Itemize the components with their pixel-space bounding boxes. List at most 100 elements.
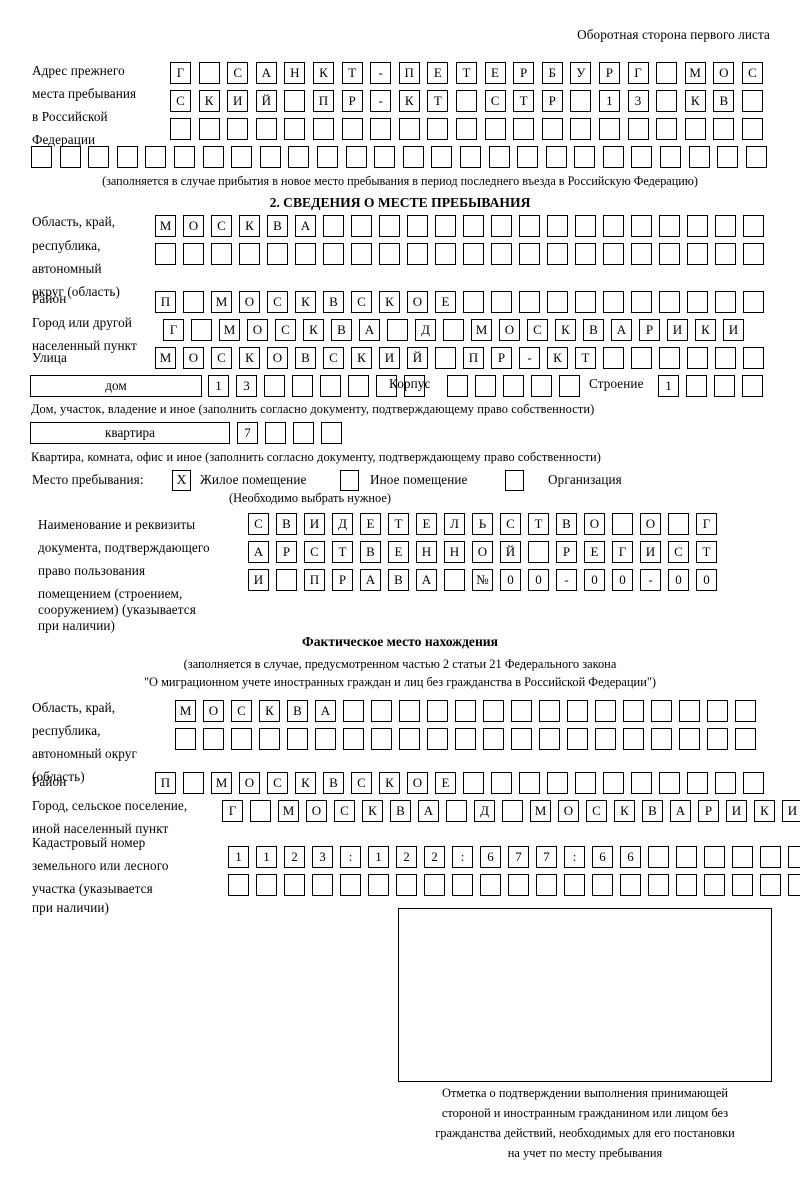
actual-region-cell[interactable] (735, 728, 756, 750)
prev-address-cell[interactable]: К (684, 90, 706, 112)
prev-address-cell[interactable] (541, 118, 563, 140)
region-cell[interactable] (575, 215, 596, 237)
city-cell[interactable]: В (583, 319, 604, 341)
city-cell[interactable]: К (303, 319, 324, 341)
prev-address-cell[interactable]: Т (427, 90, 449, 112)
prev-address-cell[interactable] (660, 146, 682, 168)
actual-region-cell[interactable] (595, 728, 616, 750)
region-cell[interactable] (407, 215, 428, 237)
actual-district-cell[interactable] (603, 772, 624, 794)
actual-region-cell[interactable]: К (259, 700, 280, 722)
prev-address-cell[interactable] (517, 146, 539, 168)
prev-address-cell[interactable] (231, 146, 253, 168)
district-cell[interactable]: П (155, 291, 176, 313)
city-cell[interactable]: О (499, 319, 520, 341)
section2-region-row-2[interactable] (155, 243, 771, 265)
korpus-cell[interactable] (503, 375, 524, 397)
prev-address-cell[interactable] (202, 146, 224, 168)
actual-district-cell[interactable]: С (351, 772, 372, 794)
cadastral-cell[interactable] (452, 874, 473, 896)
cadastral-cell[interactable] (228, 874, 249, 896)
cadastral-cell[interactable]: : (340, 846, 361, 868)
prev-address-cell[interactable] (284, 90, 306, 112)
prev-address-cell[interactable] (431, 146, 453, 168)
prev-address-cell[interactable]: И (227, 90, 249, 112)
region-cell[interactable] (491, 215, 512, 237)
district-cell[interactable]: К (379, 291, 400, 313)
prev-address-cell[interactable] (370, 118, 392, 140)
region-cell[interactable] (743, 215, 764, 237)
prev-address-row-3[interactable] (170, 118, 763, 140)
prev-address-cell[interactable] (312, 118, 334, 140)
district-cell[interactable] (715, 291, 736, 313)
house-cell[interactable] (292, 375, 313, 397)
actual-district-cell[interactable] (575, 772, 596, 794)
actual-region-cell[interactable] (511, 728, 532, 750)
actual-region-cell[interactable] (595, 700, 616, 722)
actual-district-cell[interactable] (463, 772, 484, 794)
region-cell[interactable] (463, 215, 484, 237)
prev-address-cell[interactable] (345, 146, 367, 168)
prev-address-cell[interactable] (459, 146, 481, 168)
region-cell[interactable]: О (183, 215, 204, 237)
actual-region-cell[interactable] (315, 728, 336, 750)
street-cell[interactable] (687, 347, 708, 369)
district-cell[interactable]: О (407, 291, 428, 313)
prev-address-cell[interactable]: Й (255, 90, 277, 112)
document-cell[interactable]: Н (444, 541, 465, 563)
actual-region-cell[interactable] (707, 700, 728, 722)
document-cell[interactable]: Т (528, 513, 549, 535)
district-cell[interactable] (547, 291, 568, 313)
street-cell[interactable] (659, 347, 680, 369)
actual-city-cell[interactable]: К (362, 800, 383, 822)
document-cell[interactable]: А (416, 569, 437, 591)
city-cell[interactable]: С (527, 319, 548, 341)
document-cell[interactable]: - (640, 569, 661, 591)
actual-region-cell[interactable] (623, 700, 644, 722)
document-cell[interactable]: И (248, 569, 269, 591)
actual-region-cell[interactable] (427, 728, 448, 750)
flat-cell[interactable] (293, 422, 314, 444)
prev-address-cell[interactable] (684, 118, 706, 140)
actual-city-cell[interactable]: А (418, 800, 439, 822)
actual-city-cell[interactable] (446, 800, 467, 822)
document-cell[interactable]: О (472, 541, 493, 563)
cadastral-cell[interactable] (536, 874, 557, 896)
document-cell[interactable]: Е (584, 541, 605, 563)
street-cell[interactable]: О (183, 347, 204, 369)
region-cell[interactable] (351, 243, 372, 265)
region-cell[interactable] (603, 215, 624, 237)
document-cell[interactable] (444, 569, 465, 591)
street-cell[interactable]: М (155, 347, 176, 369)
region-cell[interactable] (603, 243, 624, 265)
street-cell[interactable]: П (463, 347, 484, 369)
cadastral-cell[interactable] (340, 874, 361, 896)
city-cell[interactable]: А (611, 319, 632, 341)
prev-address-cell[interactable] (227, 118, 249, 140)
prev-address-cell[interactable] (284, 118, 306, 140)
actual-region-cell[interactable] (455, 728, 476, 750)
cadastral-cell[interactable]: : (564, 846, 585, 868)
prev-address-cell[interactable] (145, 146, 167, 168)
cadastral-cell[interactable]: 2 (396, 846, 417, 868)
actual-city-cell[interactable]: И (782, 800, 800, 822)
actual-region-cell[interactable] (371, 700, 392, 722)
document-cell[interactable]: Р (276, 541, 297, 563)
prev-address-cell[interactable]: Н (284, 62, 306, 84)
region-cell[interactable]: К (239, 215, 260, 237)
district-cell[interactable] (491, 291, 512, 313)
document-cell[interactable]: 0 (612, 569, 633, 591)
document-cell[interactable] (612, 513, 633, 535)
actual-region-cell[interactable] (427, 700, 448, 722)
region-cell[interactable] (659, 243, 680, 265)
actual-region-cell[interactable] (455, 700, 476, 722)
cadastral-cell[interactable] (788, 846, 800, 868)
document-cell[interactable]: Д (332, 513, 353, 535)
prev-address-cell[interactable] (88, 146, 110, 168)
district-cell[interactable]: О (239, 291, 260, 313)
document-cell[interactable]: Л (444, 513, 465, 535)
prev-address-cell[interactable] (288, 146, 310, 168)
prev-address-cell[interactable] (717, 146, 739, 168)
